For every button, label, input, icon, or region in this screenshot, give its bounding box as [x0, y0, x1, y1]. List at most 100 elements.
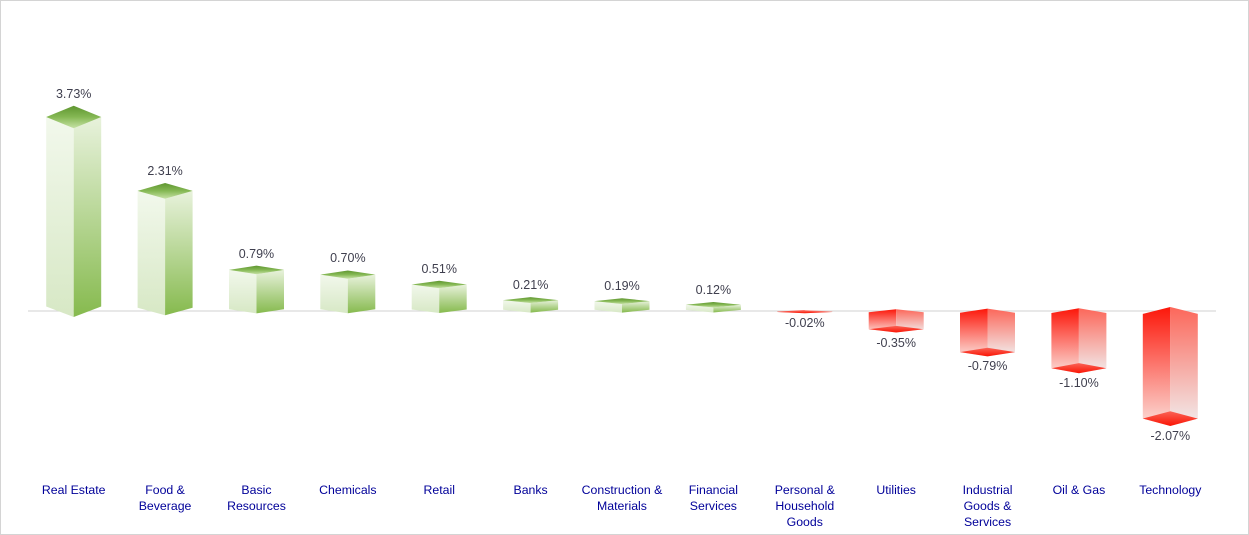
category-label-line: Food &: [145, 483, 185, 497]
bar-top-face: [320, 270, 376, 279]
bar-bottom-face: [868, 325, 924, 333]
category-label-line: Basic: [241, 483, 272, 497]
bar-right-face: [439, 284, 467, 313]
bar-top-face: [137, 183, 193, 199]
bar-top-face: [594, 298, 650, 305]
bar-right-face: [713, 304, 741, 313]
category-label-line: Chemicals: [319, 483, 377, 497]
bar-right-face: [256, 269, 284, 314]
category-label-line: Utilities: [876, 483, 916, 497]
value-label-technology: -2.07%: [1150, 428, 1191, 443]
bar-top-face: [229, 265, 284, 275]
bar-top-face: [503, 297, 559, 304]
bar-top-face: [411, 280, 467, 289]
bar-top-face: [46, 105, 102, 129]
bar-right-face: [987, 308, 1015, 357]
bar-construction-materials[interactable]: [594, 298, 650, 313]
category-label-basic-resources: Basic Resources: [210, 482, 302, 514]
value-label-financial-services: 0.12%: [695, 282, 732, 297]
bar-right-face: [165, 190, 193, 316]
bar-right-face: [896, 309, 924, 333]
value-label-utilities: -0.35%: [876, 335, 916, 350]
bar-left-face: [1051, 308, 1079, 374]
bar-food-beverage[interactable]: [137, 183, 193, 316]
bar-left-face: [1142, 307, 1171, 426]
bar-bottom-face: [777, 310, 833, 314]
bar-left-face: [868, 309, 897, 333]
bar-bottom-face: [1142, 411, 1198, 426]
bar-right-face: [530, 300, 559, 313]
bar-right-face: [73, 117, 102, 317]
value-label-banks: 0.21%: [512, 278, 549, 293]
category-label-line: Materials: [597, 499, 647, 513]
bar-real-estate[interactable]: [46, 105, 102, 317]
category-label-line: Goods &: [963, 499, 1012, 513]
category-label-line: Financial: [688, 483, 738, 497]
bar-left-face: [46, 117, 74, 317]
bar-left-face: [229, 269, 257, 314]
category-label-financial-services: Financial Services: [667, 482, 759, 514]
value-label-food-beverage: 2.31%: [147, 163, 183, 178]
value-label-retail: 0.51%: [421, 261, 457, 276]
category-label-line: Services: [689, 499, 737, 513]
bar-right-face: [622, 301, 650, 313]
category-label-line: Construction &: [581, 483, 663, 497]
bar-industrial-goods-services[interactable]: [960, 308, 1015, 357]
bar-basic-resources[interactable]: [229, 265, 284, 314]
category-label-line: Oil & Gas: [1052, 483, 1106, 497]
value-label-personal-household-goods: -0.02%: [784, 316, 825, 331]
category-label-construction-materials: Construction & Materials: [576, 482, 668, 514]
bar-left-face: [503, 300, 531, 313]
category-label-line: Banks: [513, 483, 548, 497]
bar-retail[interactable]: [411, 280, 467, 313]
category-label-line: Household: [775, 499, 835, 513]
bar-left-face: [960, 308, 988, 357]
bar-financial-services[interactable]: [685, 302, 741, 313]
bar-personal-household-goods[interactable]: [777, 310, 833, 314]
value-label-oil-gas: -1.10%: [1059, 376, 1099, 391]
bar-left-face: [411, 284, 440, 313]
category-label-line: Technology: [1139, 483, 1202, 497]
category-label-line: Beverage: [138, 499, 192, 513]
bar-right-face: [1078, 308, 1107, 374]
bar-left-face: [320, 274, 348, 314]
category-label-chemicals: Chemicals: [302, 482, 394, 498]
category-label-personal-household-goods: Personal & Household Goods: [759, 482, 851, 530]
bar-left-face: [137, 190, 166, 316]
category-label-line: Retail: [423, 483, 455, 497]
category-label-line: Resources: [227, 499, 286, 513]
value-label-construction-materials: 0.19%: [604, 279, 640, 294]
value-label-chemicals: 0.70%: [330, 251, 366, 266]
bar-banks[interactable]: [503, 297, 559, 313]
bar-right-face: [347, 274, 376, 314]
bar-bottom-face: [960, 347, 1015, 357]
category-label-line: Services: [963, 515, 1012, 529]
category-label-banks: Banks: [485, 482, 577, 498]
value-label-real-estate: 3.73%: [55, 86, 92, 101]
value-label-industrial-goods-services: -0.79%: [967, 359, 1008, 374]
category-label-line: Industrial: [962, 483, 1013, 497]
bar-top-face: [685, 302, 741, 308]
bar-chemicals[interactable]: [320, 270, 376, 314]
category-label-retail: Retail: [393, 482, 485, 498]
category-label-real-estate: Real Estate: [28, 482, 120, 498]
category-label-line: Personal &: [774, 483, 835, 497]
category-label-technology: Technology: [1124, 482, 1216, 498]
category-label-utilities: Utilities: [850, 482, 942, 498]
category-label-line: Real Estate: [41, 483, 106, 497]
category-label-food-beverage: Food & Beverage: [119, 482, 211, 514]
bar-left-face: [594, 301, 622, 313]
bar-bottom-face: [1051, 363, 1107, 374]
bar-left-face: [685, 304, 714, 313]
category-label-oil-gas: Oil & Gas: [1033, 482, 1125, 498]
bar-right-face: [1170, 307, 1198, 426]
bar-utilities[interactable]: [868, 309, 924, 333]
bar-technology[interactable]: [1142, 307, 1198, 426]
bar-oil-gas[interactable]: [1051, 308, 1107, 374]
category-label-industrial-goods-services: Industrial Goods & Services: [942, 482, 1034, 530]
category-label-line: Goods: [786, 515, 823, 529]
value-label-basic-resources: 0.79%: [238, 246, 275, 261]
